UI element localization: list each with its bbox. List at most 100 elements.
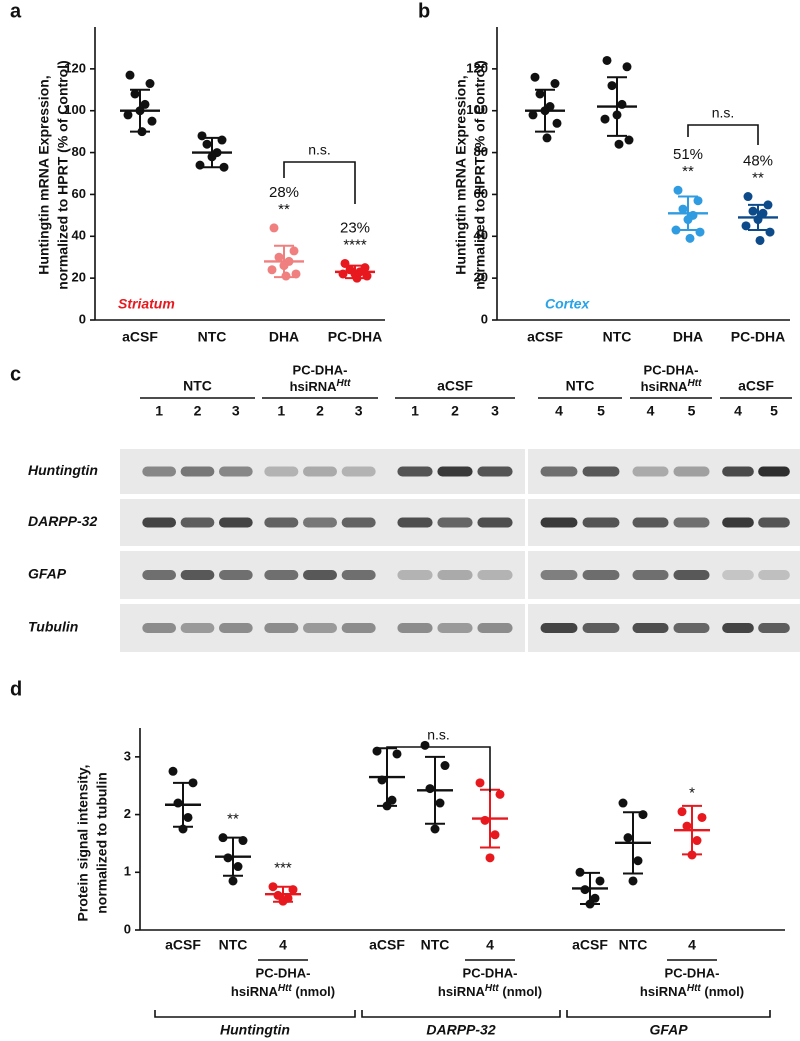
- data-point: [269, 223, 279, 233]
- band: [341, 570, 376, 580]
- y-axis-label: Huntingtin mRNA Expression,: [36, 75, 52, 274]
- data-point: [392, 749, 402, 759]
- treatment-label: PC-DHA-: [463, 965, 518, 980]
- band: [302, 570, 338, 580]
- x-tick-label: NTC: [619, 937, 648, 953]
- x-tick-label: aCSF: [369, 937, 405, 953]
- cluster-brace: [566, 1010, 771, 1018]
- group-label: NTC: [566, 378, 595, 394]
- band: [264, 623, 299, 633]
- data-point: [145, 79, 155, 89]
- treatment-part: hsiRNA: [231, 984, 279, 999]
- data-point: [585, 899, 595, 909]
- data-point: [535, 89, 545, 99]
- data-point: [741, 221, 751, 231]
- panel-label: d: [10, 678, 22, 700]
- lane-number: 4: [734, 403, 742, 419]
- annotation: ***: [274, 860, 292, 877]
- band: [632, 517, 669, 528]
- cluster-brace: [154, 1010, 356, 1018]
- x-tick-label: aCSF: [165, 937, 201, 953]
- data-point: [202, 139, 212, 149]
- band: [437, 466, 473, 477]
- lane-number: 1: [411, 403, 419, 419]
- data-point: [695, 227, 705, 237]
- data-point: [197, 131, 207, 141]
- data-point: [692, 836, 702, 846]
- annotation: 48%: [743, 152, 773, 169]
- band: [302, 517, 338, 528]
- lane-number: 3: [232, 403, 240, 419]
- data-point: [552, 118, 562, 128]
- band: [397, 570, 433, 580]
- data-point: [207, 152, 217, 162]
- data-point: [753, 215, 763, 225]
- treatment-sup: Htt: [687, 983, 702, 994]
- x-tick-label: NTC: [421, 937, 450, 953]
- annotation: **: [227, 811, 239, 828]
- band: [341, 466, 376, 477]
- band: [758, 570, 790, 580]
- data-point: [595, 876, 605, 886]
- band: [180, 466, 215, 477]
- y-tick-label: 40: [474, 228, 488, 243]
- data-point: [340, 258, 350, 268]
- data-point: [217, 135, 227, 145]
- data-point: [490, 830, 500, 840]
- band: [673, 517, 710, 528]
- band: [142, 623, 177, 633]
- band: [582, 466, 620, 477]
- y-tick-label: 0: [124, 921, 131, 936]
- data-point: [238, 836, 248, 846]
- band: [218, 623, 253, 633]
- band: [264, 570, 299, 580]
- x-tick-label: aCSF: [122, 329, 158, 345]
- significance-bracket: [283, 161, 356, 204]
- band: [582, 623, 620, 633]
- band: [180, 517, 215, 528]
- data-point: [135, 106, 145, 116]
- band: [477, 517, 513, 528]
- y-tick-label: 120: [64, 60, 86, 75]
- group-sup: Htt: [688, 378, 703, 389]
- data-point: [223, 853, 233, 863]
- data-point: [382, 801, 392, 811]
- annotation: **: [682, 163, 694, 180]
- data-point: [278, 896, 288, 906]
- x-tick-label: NTC: [603, 329, 632, 345]
- lane-number: 1: [277, 403, 285, 419]
- data-point: [580, 885, 590, 895]
- data-point: [673, 185, 683, 195]
- data-point: [624, 135, 634, 145]
- data-point: [638, 810, 648, 820]
- band: [477, 466, 513, 477]
- treatment-label: hsiRNAHtt (nmol): [231, 983, 335, 1000]
- data-point: [485, 853, 495, 863]
- band: [437, 570, 473, 580]
- group-label: hsiRNAHtt: [290, 378, 352, 395]
- band: [397, 517, 433, 528]
- data-point: [338, 269, 348, 279]
- x-tick-label: DHA: [269, 329, 299, 345]
- data-point: [618, 798, 628, 808]
- x-tick-label: aCSF: [572, 937, 608, 953]
- band: [180, 570, 215, 580]
- treatment-part: (nmol): [701, 984, 744, 999]
- band: [582, 517, 620, 528]
- data-point: [528, 110, 538, 120]
- lane-number: 5: [597, 403, 605, 419]
- annotation: 51%: [673, 146, 703, 163]
- data-point: [495, 789, 505, 799]
- band: [218, 466, 253, 477]
- band: [758, 466, 790, 477]
- data-point: [219, 162, 229, 172]
- group-part: hsiRNA: [290, 379, 338, 394]
- group-label: PC-DHA-: [644, 362, 699, 377]
- data-point: [678, 204, 688, 214]
- treatment-label: PC-DHA-: [665, 965, 720, 980]
- annotation: 23%: [340, 219, 370, 236]
- group-label: hsiRNAHtt: [641, 378, 703, 395]
- band: [540, 466, 578, 477]
- data-point: [195, 160, 205, 170]
- lane-number: 5: [770, 403, 778, 419]
